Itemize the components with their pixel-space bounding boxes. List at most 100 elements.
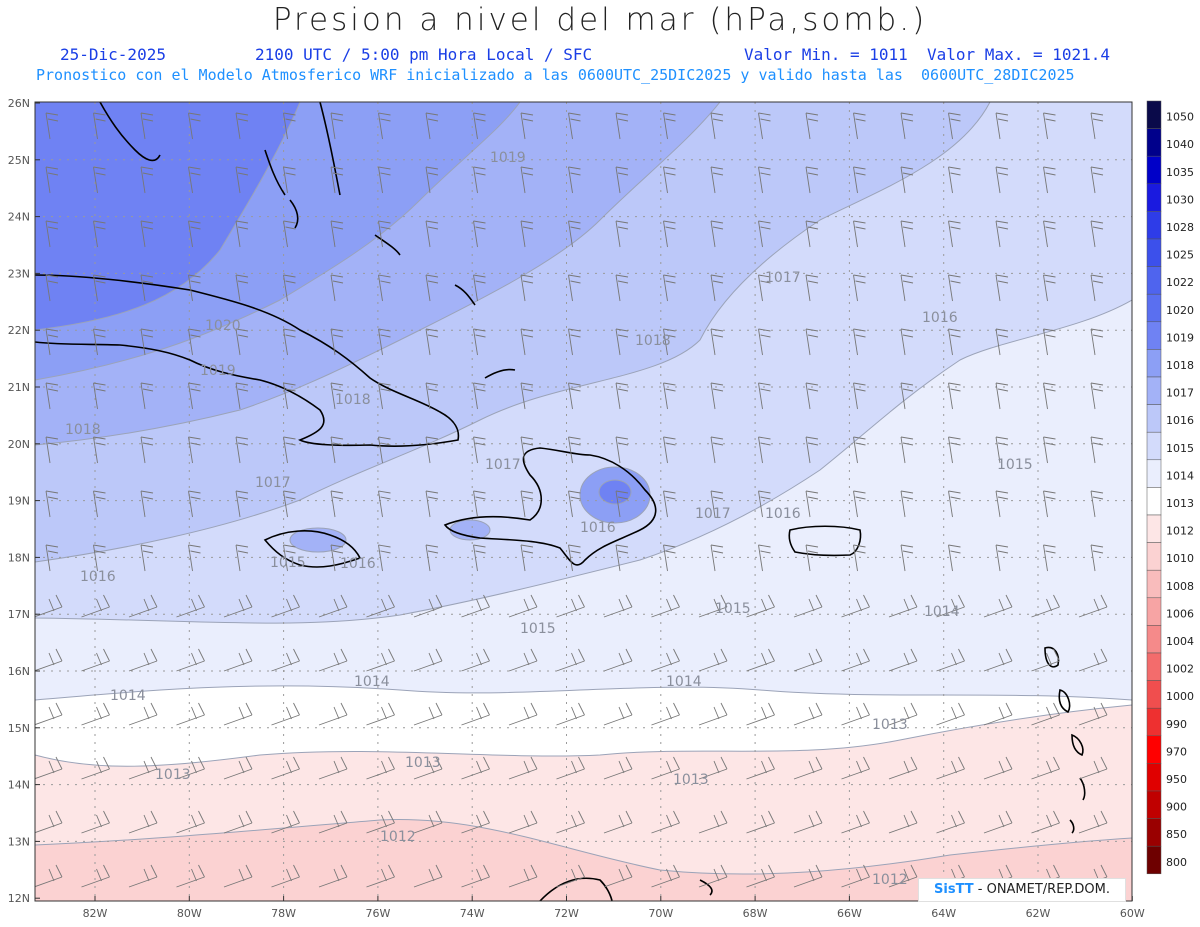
legend-label: 1008	[1166, 580, 1194, 593]
wind-barb	[1031, 648, 1060, 672]
wind-barb	[556, 702, 585, 726]
wind-barb	[235, 490, 249, 518]
wind-barb	[283, 328, 296, 356]
legend-label: 1002	[1166, 663, 1194, 676]
wind-barb	[188, 490, 201, 518]
wind-barb	[1043, 436, 1056, 464]
wind-barb	[568, 166, 581, 194]
wind-barb	[45, 544, 59, 572]
wind-barb	[1090, 274, 1104, 302]
wind-barb	[473, 112, 486, 140]
lon-tick-label: 64W	[931, 907, 956, 920]
wind-barb	[900, 544, 914, 572]
wind-barb	[1043, 490, 1056, 518]
lat-tick-label: 21N	[8, 381, 30, 394]
wind-barb	[758, 166, 771, 194]
wind-barb	[520, 382, 534, 410]
wind-barb	[45, 436, 59, 464]
wind-barb	[853, 382, 866, 410]
wind-barb	[1031, 810, 1060, 834]
wind-barb	[888, 864, 918, 888]
wind-barb	[413, 594, 443, 618]
wind-barb	[995, 220, 1009, 248]
wind-barb	[366, 648, 395, 672]
wind-barb	[271, 864, 300, 888]
legend-label: 970	[1166, 745, 1187, 758]
legend-label: 1004	[1166, 635, 1194, 648]
wind-barb	[413, 702, 443, 726]
wind-barb	[805, 166, 819, 194]
wind-barb	[900, 220, 914, 248]
legend-label: 800	[1166, 856, 1187, 869]
contour-label: 1017	[765, 270, 801, 286]
wind-barb	[176, 594, 205, 618]
wind-barb	[1031, 594, 1060, 618]
lat-lon-grid	[35, 102, 1132, 901]
wind-barb	[556, 594, 585, 618]
wind-barb	[805, 220, 819, 248]
lat-tick-label: 15N	[8, 722, 30, 735]
legend-label: 1019	[1166, 331, 1194, 344]
wind-barb	[805, 112, 819, 140]
wind-barb	[603, 810, 633, 834]
wind-barb	[793, 810, 823, 834]
wind-barb	[603, 864, 633, 888]
lat-tick-label: 12N	[8, 892, 30, 905]
wind-barb	[188, 112, 201, 140]
wind-barb	[235, 274, 249, 302]
wind-barb	[413, 864, 443, 888]
wind-barb	[140, 436, 154, 464]
wind-barb	[568, 112, 581, 140]
wind-barb	[995, 544, 1009, 572]
wind-barb	[651, 810, 680, 834]
wind-barb	[1090, 220, 1104, 248]
legend-label: 900	[1166, 801, 1187, 814]
wind-barb	[93, 544, 106, 572]
contour-label: 1017	[255, 475, 291, 491]
wind-barb	[35, 864, 63, 888]
wind-barb	[93, 382, 106, 410]
wind-barb	[948, 328, 961, 356]
wind-barb	[378, 112, 391, 140]
wind-barb	[663, 220, 676, 248]
wind-barb	[271, 756, 300, 780]
legend-swatch	[1146, 459, 1162, 488]
legend-swatch	[1146, 431, 1162, 461]
legend-swatch	[1146, 680, 1162, 709]
contour-label: 1012	[380, 829, 416, 845]
wind-barb	[888, 594, 918, 618]
wind-barb	[378, 544, 391, 572]
wind-barb	[318, 594, 348, 618]
lat-tick-label: 13N	[8, 835, 30, 848]
wind-barbs	[35, 112, 1108, 888]
wind-barb	[188, 328, 201, 356]
wind-barb	[900, 274, 914, 302]
wind-barb	[378, 328, 391, 356]
contour-label: 1016	[340, 556, 376, 572]
wind-barb	[425, 436, 439, 464]
lat-tick-label: 23N	[8, 267, 30, 280]
wind-barb	[366, 864, 395, 888]
wind-barb	[758, 220, 771, 248]
wind-barb	[663, 490, 676, 518]
wind-barb	[425, 112, 439, 140]
contour-label: 1015	[520, 621, 556, 637]
wind-barb	[746, 648, 775, 672]
legend-label: 1028	[1166, 221, 1194, 234]
legend-swatch	[1146, 790, 1162, 819]
wind-barb	[1078, 810, 1108, 834]
wind-barb	[235, 436, 249, 464]
wind-barb	[556, 810, 585, 834]
wind-barb	[1043, 328, 1056, 356]
wind-barb	[283, 112, 296, 140]
wind-barb	[603, 756, 633, 780]
wind-barb	[366, 810, 395, 834]
wind-barb	[45, 166, 59, 194]
wind-barb	[663, 112, 676, 140]
wind-barb	[235, 544, 249, 572]
wind-barb	[841, 648, 870, 672]
legend-swatch	[1146, 487, 1162, 516]
wind-barb	[188, 220, 201, 248]
wind-barb	[520, 328, 534, 356]
wind-barb	[888, 810, 918, 834]
